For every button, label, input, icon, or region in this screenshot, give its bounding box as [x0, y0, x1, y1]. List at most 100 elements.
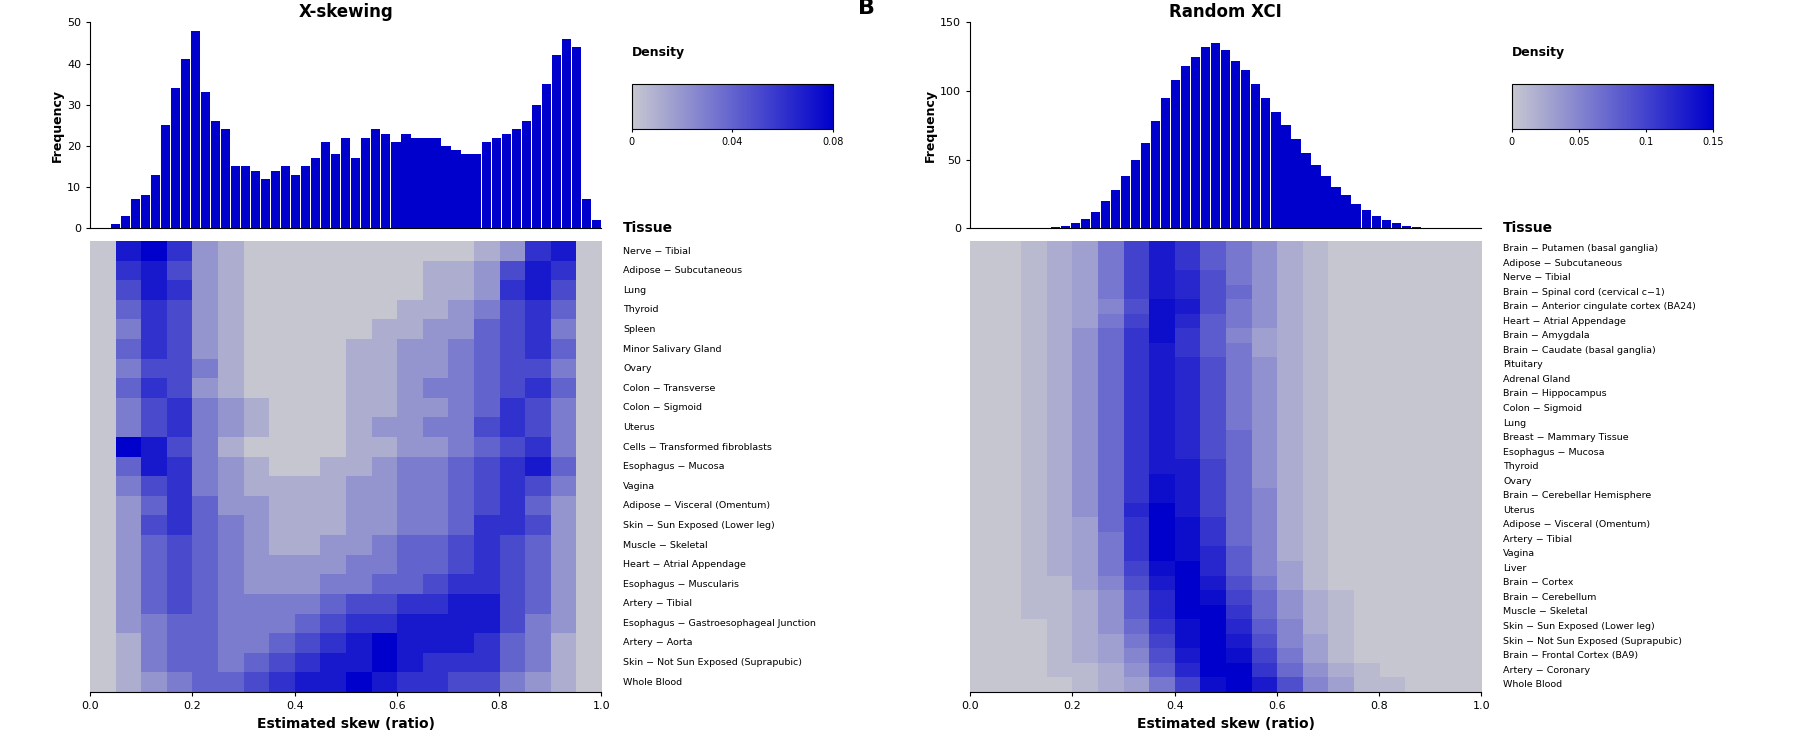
Text: Colon − Sigmoid: Colon − Sigmoid — [1504, 404, 1583, 413]
Bar — [312, 158, 321, 228]
Bar — [391, 142, 400, 228]
Text: Muscle − Skeletal: Muscle − Skeletal — [624, 540, 709, 550]
Text: Tissue: Tissue — [1504, 221, 1552, 234]
Bar — [171, 89, 180, 228]
Text: Skin − Sun Exposed (Lower leg): Skin − Sun Exposed (Lower leg) — [624, 521, 775, 530]
Text: Brain − Caudate (basal ganglia): Brain − Caudate (basal ganglia) — [1504, 346, 1655, 355]
Text: Minor Salivary Gland: Minor Salivary Gland — [624, 344, 721, 353]
Bar — [211, 121, 220, 228]
Bar — [371, 129, 380, 228]
Bar — [191, 31, 200, 228]
Bar — [332, 154, 341, 228]
Bar — [1150, 121, 1159, 228]
Bar — [352, 158, 361, 228]
Bar — [1240, 71, 1251, 228]
Text: B: B — [858, 0, 874, 18]
Bar — [301, 167, 310, 228]
Text: Esophagus − Gastroesophageal Junction: Esophagus − Gastroesophageal Junction — [624, 619, 817, 628]
Bar — [1161, 97, 1170, 228]
Text: Skin − Not Sun Exposed (Suprapubic): Skin − Not Sun Exposed (Suprapubic) — [1504, 637, 1682, 646]
Text: Thyroid: Thyroid — [1504, 462, 1538, 471]
Bar — [1231, 61, 1240, 228]
Bar — [180, 60, 189, 228]
Bar — [462, 154, 471, 228]
Text: Skin − Sun Exposed (Lower leg): Skin − Sun Exposed (Lower leg) — [1504, 622, 1655, 631]
Bar — [512, 129, 521, 228]
Bar — [270, 170, 279, 228]
Text: Esophagus − Muscularis: Esophagus − Muscularis — [624, 580, 739, 589]
Text: Tissue: Tissue — [624, 221, 673, 234]
Bar — [563, 39, 572, 228]
Text: Nerve − Tibial: Nerve − Tibial — [624, 247, 691, 256]
Title: X-skewing: X-skewing — [299, 3, 393, 21]
Bar — [130, 199, 141, 228]
Bar — [582, 199, 591, 228]
Text: Nerve − Tibial: Nerve − Tibial — [1504, 273, 1570, 282]
Bar — [1051, 227, 1060, 228]
Text: Whole Blood: Whole Blood — [624, 678, 682, 687]
Bar — [451, 150, 460, 228]
Bar — [1102, 201, 1111, 228]
Text: Brain − Frontal Cortex (BA9): Brain − Frontal Cortex (BA9) — [1504, 651, 1639, 660]
Bar — [1331, 187, 1341, 228]
Text: Brain − Cerebellar Hemisphere: Brain − Cerebellar Hemisphere — [1504, 491, 1652, 500]
Bar — [1282, 125, 1291, 228]
Text: Adrenal Gland: Adrenal Gland — [1504, 375, 1570, 384]
Text: Brain − Cerebellum: Brain − Cerebellum — [1504, 593, 1596, 602]
Text: Brain − Putamen (basal ganglia): Brain − Putamen (basal ganglia) — [1504, 244, 1659, 253]
Bar — [251, 170, 260, 228]
Text: Colon − Transverse: Colon − Transverse — [624, 384, 716, 393]
Bar — [1221, 50, 1230, 228]
Text: Lung: Lung — [624, 286, 645, 295]
Text: Esophagus − Mucosa: Esophagus − Mucosa — [1504, 448, 1605, 457]
Bar — [1271, 112, 1280, 228]
Text: Whole Blood: Whole Blood — [1504, 680, 1561, 689]
Text: Artery − Aorta: Artery − Aorta — [624, 638, 692, 647]
X-axis label: Estimated skew (ratio): Estimated skew (ratio) — [1136, 716, 1314, 731]
Bar — [1212, 43, 1221, 228]
Text: Lung: Lung — [1504, 419, 1527, 428]
Bar — [1111, 190, 1120, 228]
Text: Vagina: Vagina — [624, 482, 654, 491]
Bar — [222, 129, 231, 228]
Text: Adipose − Visceral (Omentum): Adipose − Visceral (Omentum) — [624, 501, 770, 510]
Bar — [1412, 227, 1421, 228]
Bar — [1201, 47, 1210, 228]
Y-axis label: Frequency: Frequency — [925, 89, 938, 161]
Text: Muscle − Skeletal: Muscle − Skeletal — [1504, 608, 1588, 617]
Bar — [261, 179, 270, 228]
Text: Pituitary: Pituitary — [1504, 360, 1543, 370]
Text: Artery − Tibial: Artery − Tibial — [624, 599, 692, 609]
Bar — [1080, 219, 1091, 228]
Bar — [110, 224, 119, 228]
Text: Colon − Sigmoid: Colon − Sigmoid — [624, 403, 701, 412]
Text: Ovary: Ovary — [1504, 477, 1531, 486]
Bar — [591, 220, 600, 228]
Bar — [481, 142, 490, 228]
Text: Cells − Transformed fibroblasts: Cells − Transformed fibroblasts — [624, 443, 772, 452]
Bar — [1141, 143, 1150, 228]
Text: Brain − Amygdala: Brain − Amygdala — [1504, 331, 1590, 340]
Bar — [1192, 57, 1201, 228]
Bar — [361, 138, 370, 228]
Bar — [1291, 139, 1300, 228]
Bar — [411, 138, 420, 228]
Text: Brain − Anterior cingulate cortex (BA24): Brain − Anterior cingulate cortex (BA24) — [1504, 302, 1697, 311]
Bar — [321, 142, 330, 228]
Text: Heart − Atrial Appendage: Heart − Atrial Appendage — [1504, 317, 1626, 326]
Text: Ovary: Ovary — [624, 365, 651, 373]
Bar — [1372, 216, 1381, 228]
Bar — [402, 133, 411, 228]
Y-axis label: Frequency: Frequency — [50, 89, 65, 161]
Text: Uterus: Uterus — [624, 423, 654, 432]
Text: Heart − Atrial Appendage: Heart − Atrial Appendage — [624, 560, 746, 569]
Text: Artery − Coronary: Artery − Coronary — [1504, 666, 1590, 675]
Text: Adipose − Visceral (Omentum): Adipose − Visceral (Omentum) — [1504, 520, 1650, 529]
Bar — [1060, 225, 1069, 228]
Bar — [1341, 196, 1350, 228]
Text: Adipose − Subcutaneous: Adipose − Subcutaneous — [1504, 259, 1623, 268]
Text: Vagina: Vagina — [1504, 549, 1536, 558]
Bar — [341, 138, 350, 228]
Bar — [1091, 212, 1100, 228]
Bar — [380, 133, 391, 228]
